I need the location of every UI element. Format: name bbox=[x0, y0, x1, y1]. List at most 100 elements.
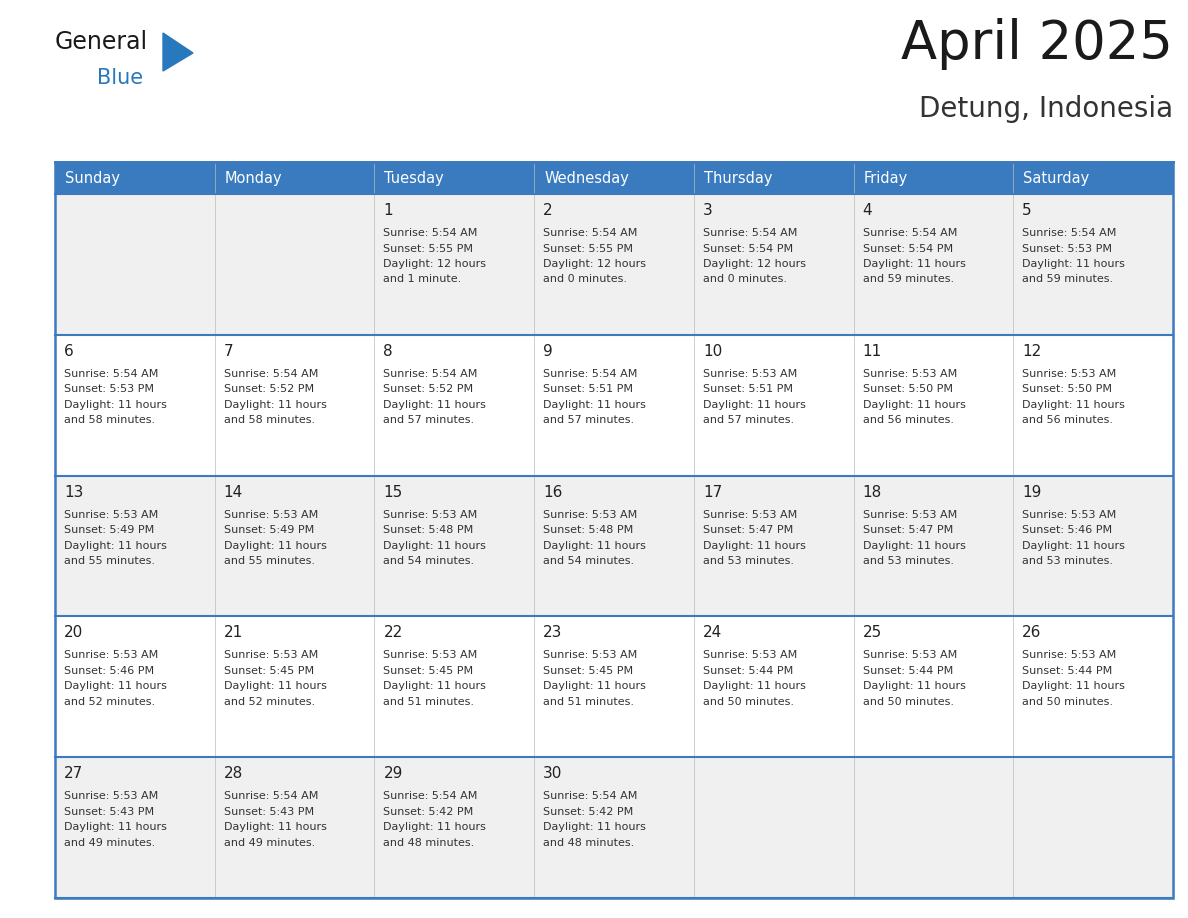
Text: 29: 29 bbox=[384, 767, 403, 781]
Text: Monday: Monday bbox=[225, 171, 283, 185]
Text: and 52 minutes.: and 52 minutes. bbox=[223, 697, 315, 707]
Text: and 55 minutes.: and 55 minutes. bbox=[64, 556, 154, 566]
Text: and 53 minutes.: and 53 minutes. bbox=[703, 556, 794, 566]
Text: Daylight: 11 hours: Daylight: 11 hours bbox=[223, 541, 327, 551]
Bar bbox=[374, 162, 535, 194]
Text: Sunrise: 5:53 AM: Sunrise: 5:53 AM bbox=[223, 509, 318, 520]
Text: Sunrise: 5:53 AM: Sunrise: 5:53 AM bbox=[64, 650, 158, 660]
Text: Sunrise: 5:53 AM: Sunrise: 5:53 AM bbox=[223, 650, 318, 660]
Bar bbox=[1013, 335, 1173, 476]
Text: 3: 3 bbox=[703, 203, 713, 218]
Bar bbox=[1013, 194, 1173, 335]
Text: Sunset: 5:42 PM: Sunset: 5:42 PM bbox=[543, 807, 633, 817]
Bar bbox=[694, 194, 853, 335]
Text: Daylight: 11 hours: Daylight: 11 hours bbox=[384, 400, 486, 409]
Text: Sunset: 5:49 PM: Sunset: 5:49 PM bbox=[223, 525, 314, 535]
Text: and 58 minutes.: and 58 minutes. bbox=[223, 415, 315, 425]
Text: Sunset: 5:47 PM: Sunset: 5:47 PM bbox=[862, 525, 953, 535]
Text: and 49 minutes.: and 49 minutes. bbox=[223, 838, 315, 847]
Text: Sunrise: 5:53 AM: Sunrise: 5:53 AM bbox=[703, 509, 797, 520]
Text: Daylight: 11 hours: Daylight: 11 hours bbox=[703, 400, 805, 409]
Text: Sunset: 5:45 PM: Sunset: 5:45 PM bbox=[543, 666, 633, 676]
Text: Daylight: 11 hours: Daylight: 11 hours bbox=[543, 541, 646, 551]
Text: 2: 2 bbox=[543, 203, 552, 218]
Text: and 57 minutes.: and 57 minutes. bbox=[384, 415, 474, 425]
Text: Sunset: 5:43 PM: Sunset: 5:43 PM bbox=[223, 807, 314, 817]
Text: Sunset: 5:48 PM: Sunset: 5:48 PM bbox=[384, 525, 474, 535]
Text: and 48 minutes.: and 48 minutes. bbox=[384, 838, 475, 847]
Text: Sunset: 5:54 PM: Sunset: 5:54 PM bbox=[703, 243, 792, 253]
Polygon shape bbox=[163, 33, 192, 71]
Text: and 59 minutes.: and 59 minutes. bbox=[1023, 274, 1113, 285]
Bar bbox=[374, 335, 535, 476]
Bar bbox=[1013, 162, 1173, 194]
Text: General: General bbox=[55, 30, 148, 54]
Bar bbox=[55, 476, 215, 616]
Text: and 56 minutes.: and 56 minutes. bbox=[1023, 415, 1113, 425]
Text: April 2025: April 2025 bbox=[902, 18, 1173, 70]
Text: and 57 minutes.: and 57 minutes. bbox=[703, 415, 794, 425]
Bar bbox=[1013, 476, 1173, 616]
Text: Sunrise: 5:54 AM: Sunrise: 5:54 AM bbox=[223, 791, 318, 801]
Text: and 54 minutes.: and 54 minutes. bbox=[384, 556, 474, 566]
Text: Sunset: 5:54 PM: Sunset: 5:54 PM bbox=[862, 243, 953, 253]
Bar bbox=[55, 162, 215, 194]
Bar bbox=[215, 335, 374, 476]
Text: Sunrise: 5:54 AM: Sunrise: 5:54 AM bbox=[1023, 228, 1117, 238]
Text: Sunset: 5:42 PM: Sunset: 5:42 PM bbox=[384, 807, 474, 817]
Text: Friday: Friday bbox=[864, 171, 908, 185]
Text: 19: 19 bbox=[1023, 485, 1042, 499]
Bar bbox=[215, 757, 374, 898]
Text: Daylight: 11 hours: Daylight: 11 hours bbox=[543, 823, 646, 833]
Text: Sunrise: 5:53 AM: Sunrise: 5:53 AM bbox=[384, 650, 478, 660]
Text: Sunrise: 5:54 AM: Sunrise: 5:54 AM bbox=[543, 228, 638, 238]
Text: Sunset: 5:44 PM: Sunset: 5:44 PM bbox=[862, 666, 953, 676]
Text: Sunset: 5:45 PM: Sunset: 5:45 PM bbox=[223, 666, 314, 676]
Text: Sunset: 5:45 PM: Sunset: 5:45 PM bbox=[384, 666, 474, 676]
Text: and 56 minutes.: and 56 minutes. bbox=[862, 415, 954, 425]
Text: Sunrise: 5:53 AM: Sunrise: 5:53 AM bbox=[64, 509, 158, 520]
Text: Sunrise: 5:54 AM: Sunrise: 5:54 AM bbox=[384, 791, 478, 801]
Text: Sunrise: 5:53 AM: Sunrise: 5:53 AM bbox=[862, 369, 956, 379]
Text: Sunset: 5:46 PM: Sunset: 5:46 PM bbox=[1023, 525, 1112, 535]
Text: Daylight: 12 hours: Daylight: 12 hours bbox=[703, 259, 805, 269]
Text: Detung, Indonesia: Detung, Indonesia bbox=[918, 95, 1173, 123]
Text: Daylight: 11 hours: Daylight: 11 hours bbox=[1023, 681, 1125, 691]
Text: Blue: Blue bbox=[97, 68, 143, 88]
Bar bbox=[853, 194, 1013, 335]
Bar bbox=[535, 335, 694, 476]
Text: Daylight: 11 hours: Daylight: 11 hours bbox=[1023, 400, 1125, 409]
Bar bbox=[374, 616, 535, 757]
Text: Sunrise: 5:53 AM: Sunrise: 5:53 AM bbox=[703, 650, 797, 660]
Bar bbox=[535, 162, 694, 194]
Text: and 51 minutes.: and 51 minutes. bbox=[543, 697, 634, 707]
Bar bbox=[1013, 757, 1173, 898]
Text: Daylight: 11 hours: Daylight: 11 hours bbox=[64, 681, 166, 691]
Text: 18: 18 bbox=[862, 485, 881, 499]
Text: Sunrise: 5:54 AM: Sunrise: 5:54 AM bbox=[543, 791, 638, 801]
Text: Daylight: 11 hours: Daylight: 11 hours bbox=[223, 823, 327, 833]
Text: Sunrise: 5:54 AM: Sunrise: 5:54 AM bbox=[862, 228, 958, 238]
Text: 8: 8 bbox=[384, 344, 393, 359]
Text: Wednesday: Wednesday bbox=[544, 171, 628, 185]
Text: Daylight: 11 hours: Daylight: 11 hours bbox=[862, 259, 966, 269]
Text: Sunset: 5:46 PM: Sunset: 5:46 PM bbox=[64, 666, 154, 676]
Bar bbox=[853, 616, 1013, 757]
Text: Daylight: 11 hours: Daylight: 11 hours bbox=[64, 400, 166, 409]
Text: Thursday: Thursday bbox=[703, 171, 772, 185]
Text: Sunrise: 5:54 AM: Sunrise: 5:54 AM bbox=[703, 228, 797, 238]
Text: Sunrise: 5:53 AM: Sunrise: 5:53 AM bbox=[543, 509, 638, 520]
Bar bbox=[535, 194, 694, 335]
Bar bbox=[215, 616, 374, 757]
Text: Daylight: 11 hours: Daylight: 11 hours bbox=[384, 541, 486, 551]
Text: 4: 4 bbox=[862, 203, 872, 218]
Text: 22: 22 bbox=[384, 625, 403, 641]
Text: Sunrise: 5:54 AM: Sunrise: 5:54 AM bbox=[384, 369, 478, 379]
Text: 26: 26 bbox=[1023, 625, 1042, 641]
Bar bbox=[374, 194, 535, 335]
Text: 30: 30 bbox=[543, 767, 562, 781]
Text: Daylight: 11 hours: Daylight: 11 hours bbox=[543, 400, 646, 409]
Text: Tuesday: Tuesday bbox=[385, 171, 444, 185]
Text: Sunrise: 5:53 AM: Sunrise: 5:53 AM bbox=[1023, 650, 1117, 660]
Text: 28: 28 bbox=[223, 767, 244, 781]
